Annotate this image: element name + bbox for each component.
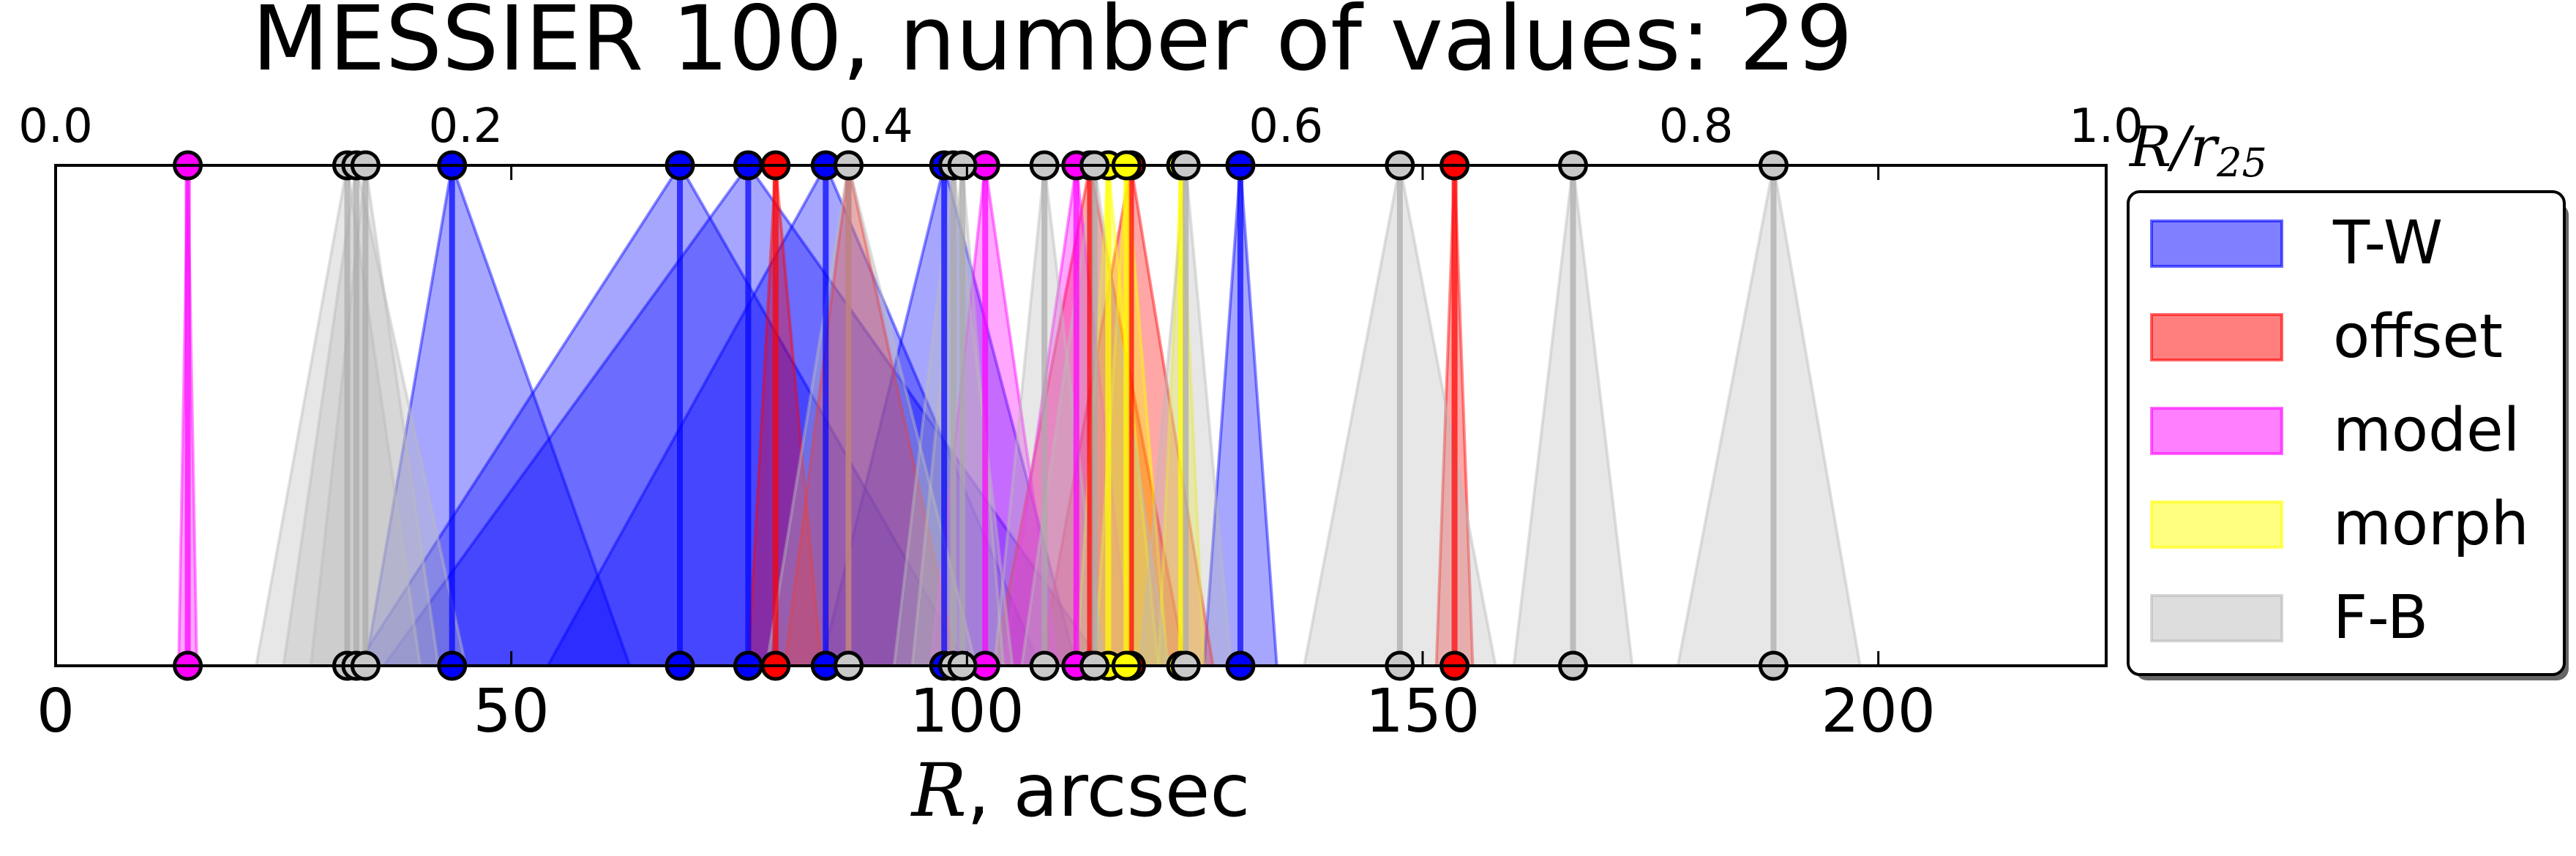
- legend-item-offset: offset: [2150, 302, 2503, 372]
- top-tick-label: 0.8: [1659, 100, 1734, 154]
- legend-swatch-offset: [2150, 313, 2283, 361]
- legend-label-t-w: T-W: [2332, 209, 2443, 278]
- legend-item-f-b: F-B: [2150, 583, 2428, 653]
- legend-swatch-morph: [2150, 500, 2283, 549]
- legend-swatch-f-b: [2150, 594, 2283, 642]
- x-tick-label: 150: [1366, 677, 1480, 746]
- x-tick-label: 50: [473, 677, 549, 746]
- top-axis: 0.0 0.2 0.4 0.6 0.8 1.0: [18, 100, 2143, 154]
- x-tick-label: 100: [910, 677, 1025, 746]
- plot-background: [56, 165, 2106, 666]
- top-tick-label: 0.0: [18, 100, 93, 154]
- legend-item-model: model: [2150, 396, 2520, 465]
- x-tick-label: 200: [1821, 677, 1936, 746]
- plot-area: [54, 150, 2108, 681]
- lines-f-b: [344, 165, 1777, 666]
- lines-t-w: [449, 165, 1243, 666]
- legend-swatch-model: [2150, 407, 2283, 455]
- top-tick-label: 0.6: [1248, 100, 1323, 154]
- legend-frame: [2127, 190, 2566, 676]
- legend-item-t-w: T-W: [2150, 209, 2443, 278]
- legend-label-morph: morph: [2333, 489, 2529, 559]
- x-axis-label: R, arcsec: [910, 748, 1251, 833]
- legend-item-morph: morph: [2150, 489, 2529, 559]
- bottom-axis: 0 50 100 150 200: [37, 165, 1936, 746]
- legend: T-W offset model morph F-B: [2127, 190, 2569, 680]
- lines-model: [184, 165, 1079, 666]
- x-tick-label: 0: [37, 677, 75, 746]
- legend-label-offset: offset: [2333, 302, 2503, 372]
- top-tick-label: 1.0: [2069, 100, 2143, 154]
- legend-label-model: model: [2333, 396, 2520, 465]
- top-axis-label: R/r25: [2128, 114, 2267, 186]
- top-tick-label: 0.4: [839, 100, 913, 154]
- plot-frame: [54, 164, 2108, 667]
- chart-title: MESSIER 100, number of values: 29: [252, 0, 1852, 91]
- top-tick-label: 0.2: [429, 100, 503, 154]
- legend-label-f-b: F-B: [2333, 583, 2428, 653]
- legend-swatch-t-w: [2150, 219, 2283, 268]
- lines-morph: [1105, 165, 1184, 666]
